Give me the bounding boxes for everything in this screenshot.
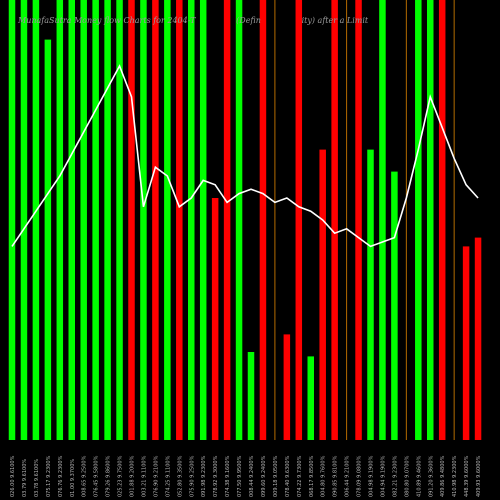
x-tick-label: 074.38 9.1600% xyxy=(225,455,231,497)
bar-34 xyxy=(405,0,407,440)
bar-12 xyxy=(140,0,147,440)
x-tick-label: 006.44 9.2100% xyxy=(345,455,351,497)
x-tick-label: 099.60 9.2400% xyxy=(261,455,267,497)
x-tick-label: 078.40 9.6300% xyxy=(285,455,291,497)
bar-10 xyxy=(116,0,123,440)
chart-title: MunafaSutra Money flow Charts for 2404-T… xyxy=(17,16,369,25)
bar-27 xyxy=(319,149,326,440)
line-layer xyxy=(11,64,479,248)
bar-22 xyxy=(259,0,267,440)
bar-25 xyxy=(295,0,303,440)
bar-2 xyxy=(20,0,28,440)
x-tick-label: 052.80 9.3500% xyxy=(177,455,183,497)
bar-11 xyxy=(128,0,135,440)
bar-18 xyxy=(211,198,219,440)
bar-14 xyxy=(164,0,171,440)
bar-38 xyxy=(453,0,455,440)
bar-19 xyxy=(223,0,231,440)
money-flow-line xyxy=(11,64,479,248)
x-tick-label: 409.86 9.4800% xyxy=(440,455,446,497)
bar-5 xyxy=(56,0,64,440)
x-tick-label: 009.18 9.0500% xyxy=(273,455,279,497)
x-tick-label: 001.88 9.2000% xyxy=(130,455,136,497)
bar-40 xyxy=(474,237,482,440)
bars-layer xyxy=(8,0,482,440)
x-tick-labels: 026.00 9.6100% 03.79 9.6100% 03.78 9.6100%… xyxy=(10,455,482,497)
bar-29 xyxy=(346,0,348,440)
x-tick-label: 008.65 9.2500% xyxy=(82,455,88,497)
bar-15 xyxy=(176,0,183,440)
x-tick-label: 025.23 9.7500% xyxy=(118,455,124,497)
bar-9 xyxy=(104,0,111,440)
x-tick-label: 004.80 9.7600% xyxy=(321,455,327,497)
x-tick-label: 076.45 9.5800% xyxy=(94,455,100,497)
x-tick-label: 077.50 9.9500% xyxy=(237,455,243,497)
x-tick-label: 078.92 9.3000% xyxy=(213,455,219,497)
x-tick-label: 03.78 9.6100% xyxy=(34,459,40,497)
bar-32 xyxy=(379,0,386,440)
bar-7 xyxy=(80,0,87,440)
bar-17 xyxy=(199,0,207,440)
x-tick-label: 074.22 9.7300% xyxy=(297,455,303,497)
x-tick-label: 079.26 9.8600% xyxy=(106,455,112,497)
bar-6 xyxy=(68,0,75,440)
bar-28 xyxy=(331,0,338,440)
x-tick-label: 074.25 9.1100% xyxy=(165,455,171,497)
bar-4 xyxy=(44,39,52,440)
bar-21 xyxy=(247,352,255,440)
x-tick-label: 003.21 9.1100% xyxy=(141,455,147,497)
bar-36 xyxy=(427,0,434,440)
x-tick-label: 076.90 9.2100% xyxy=(153,455,159,497)
x-tick-label: 068.17 9.8500% xyxy=(309,455,315,497)
bar-31 xyxy=(367,149,374,440)
bar-13 xyxy=(152,0,159,440)
x-tick-label: 082.21 9.2300% xyxy=(392,455,398,497)
bar-39 xyxy=(462,246,470,440)
bar-33 xyxy=(391,171,398,440)
bar-8 xyxy=(92,0,99,440)
x-tick-label: 410.89 9.4600% xyxy=(416,455,422,497)
x-tick-label: 075.90 9.2500% xyxy=(189,455,195,497)
x-tick-label: 078.09 9.0800% xyxy=(357,455,363,497)
x-tick-label: 410.98 9.2300% xyxy=(452,455,458,497)
bar-16 xyxy=(188,0,195,440)
x-tick-label: 03.79 9.6100% xyxy=(22,459,28,497)
x-tick-label: 008.44 9.2400% xyxy=(249,455,255,497)
x-tick-label: 075.17 9.2300% xyxy=(46,455,52,497)
x-tick-label: 026.00 9.6100% xyxy=(10,455,16,497)
bar-24 xyxy=(283,334,291,440)
x-tick-label: 409.93 9.6000% xyxy=(476,455,482,497)
x-tick-label: 004.94 9.1900% xyxy=(380,455,386,497)
x-tick-label: 091.20 9.3600% xyxy=(428,455,434,497)
x-tick-label: 076.76 9.2300% xyxy=(58,455,64,497)
bar-3 xyxy=(32,0,40,440)
bar-26 xyxy=(307,356,314,440)
bar-23 xyxy=(274,0,276,440)
x-tick-label: 01.00 9.3700% xyxy=(70,459,76,497)
bar-1 xyxy=(8,0,16,440)
x-tick-label: 080.80 9.0700% xyxy=(404,455,410,497)
x-tick-label: 091.98 9.2300% xyxy=(201,455,207,497)
x-tick-label: 448.39 9.6000% xyxy=(464,455,470,497)
x-tick-label: 090.85 9.8100% xyxy=(333,455,339,497)
bar-30 xyxy=(355,0,362,440)
bar-20 xyxy=(235,0,243,440)
bar-37 xyxy=(438,0,446,440)
bar-35 xyxy=(415,0,422,440)
x-tick-label: 004.98 9.1900% xyxy=(369,455,375,497)
